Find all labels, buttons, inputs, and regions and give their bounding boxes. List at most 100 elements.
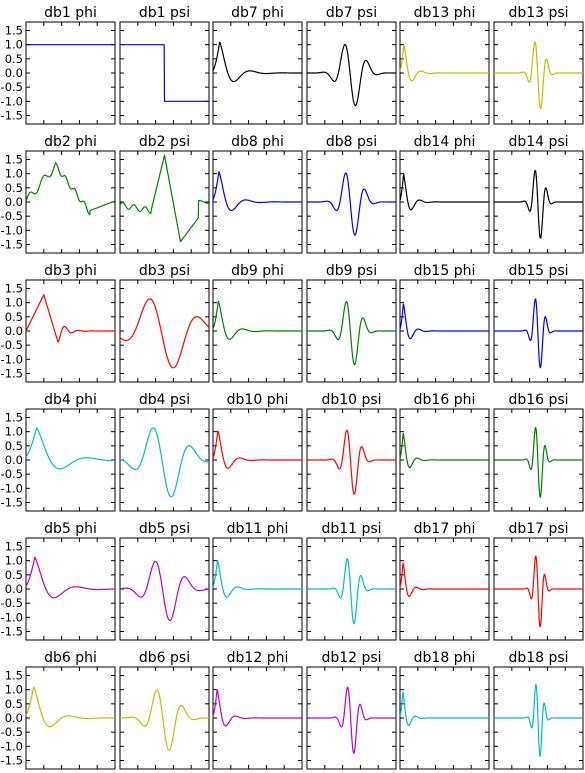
panel-db10-psi: db10 psi — [306, 392, 397, 512]
curve-db4-psi — [119, 427, 210, 498]
panel-title: db3 phi — [44, 263, 97, 279]
panel-db4-phi: db4 phi 1.51.00.50.0-0.5-1.0-1.5 — [1, 392, 116, 512]
panel-db14-phi: db14 phi — [399, 134, 490, 254]
panel-title: db17 psi — [508, 521, 568, 537]
curve-db9-psi — [306, 301, 397, 366]
panel-db5-psi: db5 psi — [119, 521, 210, 641]
curve-db14-phi — [399, 173, 490, 211]
panel-title: db8 psi — [326, 134, 377, 150]
panel-db15-phi: db15 phi — [399, 263, 490, 383]
curve-db16-psi — [493, 426, 584, 498]
curve-db17-psi — [493, 555, 584, 628]
panel-title: db7 psi — [326, 5, 377, 21]
y-tick-label: -1.0 — [1, 352, 23, 366]
panel-db17-phi: db17 phi — [399, 521, 490, 641]
curve-db10-psi — [306, 429, 397, 495]
y-tick-label: -0.5 — [1, 338, 23, 352]
panel-title: db16 phi — [414, 392, 476, 408]
panel-db4-psi: db4 psi — [119, 392, 210, 512]
panel-title: db4 psi — [139, 392, 190, 408]
y-tick-label: 1.0 — [5, 296, 23, 310]
panel-title: db2 phi — [44, 134, 97, 150]
y-tick-label: 1.0 — [5, 554, 23, 568]
panel-db14-psi: db14 psi — [493, 134, 584, 254]
y-tick-label: -0.5 — [1, 80, 23, 94]
panel-title: db5 psi — [139, 521, 190, 537]
curve-db2-psi — [119, 154, 210, 243]
curve-db8-phi — [212, 171, 303, 212]
curve-db6-psi — [119, 689, 210, 751]
curve-db2-phi — [25, 162, 116, 216]
panel-frame — [25, 150, 116, 254]
panel-title: db1 psi — [139, 5, 190, 21]
y-tick-label: -0.5 — [1, 467, 23, 481]
curve-db13-phi — [399, 44, 490, 82]
y-tick-label: 0.0 — [5, 66, 23, 80]
panel-db16-phi: db16 phi — [399, 392, 490, 512]
panel-db18-psi: db18 psi — [493, 650, 584, 770]
panel-title: db7 phi — [231, 5, 284, 21]
curve-db17-phi — [399, 562, 490, 597]
curve-db9-phi — [212, 300, 303, 340]
panel-title: db3 psi — [139, 263, 190, 279]
y-tick-label: 1.5 — [5, 24, 23, 38]
y-tick-label: -0.5 — [1, 596, 23, 610]
panel-title: db14 phi — [414, 134, 476, 150]
panel-db18-phi: db18 phi — [399, 650, 490, 770]
panel-db2-phi: db2 phi 1.51.00.50.0-0.5-1.0-1.5 — [1, 134, 116, 254]
y-tick-label: 0.0 — [5, 711, 23, 725]
y-tick-label: -1.0 — [1, 739, 23, 753]
y-tick-label: -0.5 — [1, 725, 23, 739]
panel-title: db14 psi — [508, 134, 568, 150]
panel-title: db2 psi — [139, 134, 190, 150]
curve-db12-psi — [306, 686, 397, 754]
y-tick-label: 0.0 — [5, 453, 23, 467]
curve-db16-phi — [399, 432, 490, 469]
y-tick-label: -1.0 — [1, 223, 23, 237]
y-tick-label: 1.5 — [5, 282, 23, 296]
panel-frame — [119, 666, 210, 770]
curve-db14-psi — [493, 169, 584, 239]
y-tick-label: -1.5 — [1, 367, 23, 381]
y-tick-label: -1.0 — [1, 481, 23, 495]
panel-db1-psi: db1 psi — [119, 5, 210, 125]
curve-db7-psi — [306, 44, 397, 107]
y-tick-label: 0.0 — [5, 582, 23, 596]
panel-frame — [25, 21, 116, 125]
curve-db8-psi — [306, 172, 397, 236]
panel-title: db10 phi — [227, 392, 289, 408]
panel-db8-psi: db8 psi — [306, 134, 397, 254]
panel-title: db10 psi — [321, 392, 381, 408]
curve-db11-phi — [212, 559, 303, 598]
panel-db1-phi: db1 phi 1.51.00.50.0-0.5-1.0-1.5 — [1, 5, 116, 125]
panel-title: db18 psi — [508, 650, 568, 666]
y-tick-label: 0.0 — [5, 195, 23, 209]
panel-title: db12 phi — [227, 650, 289, 666]
panel-db6-phi: db6 phi 1.51.00.50.0-0.5-1.0-1.5 — [1, 650, 116, 770]
y-tick-label: 1.0 — [5, 167, 23, 181]
y-tick-label: 1.0 — [5, 683, 23, 697]
panel-db16-psi: db16 psi — [493, 392, 584, 512]
panel-title: db11 phi — [227, 521, 289, 537]
panel-title: db6 phi — [44, 650, 97, 666]
panel-db11-psi: db11 psi — [306, 521, 397, 641]
curve-db15-phi — [399, 303, 490, 340]
panel-title: db9 phi — [231, 263, 284, 279]
y-tick-label: -1.5 — [1, 754, 23, 768]
panel-db15-psi: db15 psi — [493, 263, 584, 383]
curve-db4-phi — [25, 427, 116, 470]
y-tick-label: -1.0 — [1, 94, 23, 108]
y-tick-label: 1.5 — [5, 153, 23, 167]
panel-frame — [119, 279, 210, 383]
panel-db13-psi: db13 psi — [493, 5, 584, 125]
panel-title: db13 phi — [414, 5, 476, 21]
curve-db3-phi — [25, 294, 116, 343]
panel-db9-psi: db9 psi — [306, 263, 397, 383]
panel-db2-psi: db2 psi — [119, 134, 210, 254]
curve-db18-psi — [493, 683, 584, 757]
panel-db7-phi: db7 phi — [212, 5, 303, 125]
panel-title: db13 psi — [508, 5, 568, 21]
curve-db5-phi — [25, 556, 116, 599]
panel-db3-phi: db3 phi 1.51.00.50.0-0.5-1.0-1.5 — [1, 263, 116, 383]
